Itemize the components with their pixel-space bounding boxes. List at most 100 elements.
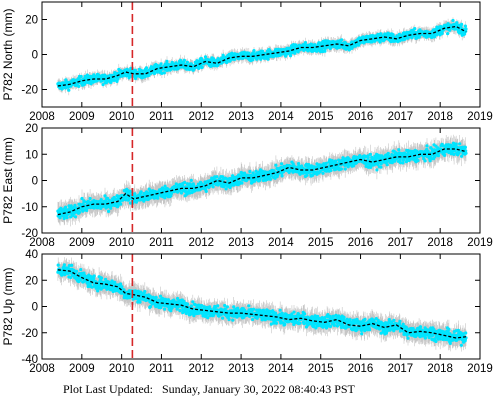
- data-point: [73, 215, 78, 219]
- data-point: [448, 28, 452, 32]
- data-point: [326, 324, 330, 328]
- data-point: [413, 27, 417, 31]
- data-point: [305, 173, 309, 177]
- data-point: [418, 325, 423, 329]
- data-point: [280, 162, 284, 166]
- x-tick-label: 2010: [109, 237, 135, 249]
- data-point: [136, 289, 140, 293]
- data-point: [274, 163, 278, 167]
- data-point: [98, 283, 102, 287]
- north-trend-line: [57, 25, 467, 87]
- data-point: [379, 165, 383, 169]
- data-point: [284, 54, 288, 58]
- data-point: [287, 170, 291, 175]
- data-point: [251, 58, 255, 62]
- data-point: [134, 76, 138, 81]
- data-point: [212, 313, 216, 317]
- data-point: [460, 154, 464, 158]
- data-point: [330, 159, 334, 163]
- data-point: [143, 289, 147, 294]
- data-point: [221, 316, 225, 320]
- data-point: [59, 207, 64, 211]
- x-tick-label: 2015: [308, 111, 334, 123]
- x-tick-label: 2016: [348, 363, 374, 375]
- data-point: [454, 142, 458, 146]
- north-ylabel: P782 North (mm): [1, 8, 15, 100]
- data-point: [279, 165, 283, 169]
- data-point: [90, 285, 94, 289]
- data-point: [206, 316, 210, 320]
- data-point: [321, 171, 325, 175]
- data-point: [434, 339, 438, 344]
- data-point: [324, 161, 328, 165]
- data-point: [80, 196, 84, 201]
- data-point: [406, 149, 410, 153]
- data-point: [58, 216, 62, 220]
- data-point: [103, 73, 107, 77]
- data-point: [423, 159, 427, 163]
- data-point: [247, 304, 251, 308]
- data-point: [436, 146, 440, 150]
- data-point: [211, 185, 215, 189]
- data-point: [339, 167, 343, 171]
- data-point: [302, 321, 306, 326]
- data-point: [96, 289, 100, 293]
- data-point: [303, 41, 307, 45]
- y-tick-label: -40: [21, 354, 38, 366]
- data-point: [99, 198, 103, 202]
- data-point: [456, 328, 460, 332]
- data-point: [77, 84, 81, 88]
- data-point: [347, 48, 351, 52]
- data-point: [186, 302, 190, 306]
- data-point: [232, 305, 236, 309]
- data-point: [247, 51, 251, 55]
- x-tick-label: 2013: [228, 111, 254, 123]
- data-point: [144, 190, 149, 194]
- data-point: [75, 269, 79, 273]
- data-point: [440, 31, 444, 35]
- data-point: [252, 307, 256, 311]
- data-point: [109, 206, 113, 210]
- data-point: [339, 317, 343, 321]
- y-tick-label: 20: [25, 123, 38, 135]
- y-tick-label: -20: [21, 85, 38, 97]
- data-point: [164, 298, 168, 302]
- data-point: [88, 196, 92, 201]
- y-tick-label: 20: [25, 15, 38, 27]
- y-tick-label: -20: [21, 328, 38, 340]
- data-point: [251, 171, 255, 175]
- data-point: [203, 55, 208, 59]
- up-plot-area: [56, 257, 468, 352]
- x-tick-label: 2019: [467, 237, 493, 249]
- data-point: [103, 194, 107, 198]
- x-tick-label: 2012: [188, 111, 214, 123]
- data-point: [386, 151, 390, 156]
- data-point: [385, 163, 389, 167]
- data-point: [355, 328, 359, 332]
- data-point: [138, 300, 142, 304]
- data-point: [79, 268, 83, 272]
- data-point: [335, 324, 339, 328]
- data-point: [288, 54, 293, 58]
- data-point: [128, 190, 132, 194]
- data-point: [333, 159, 338, 163]
- x-tick-label: 2018: [427, 111, 453, 123]
- data-point: [139, 190, 143, 194]
- data-point: [359, 328, 364, 332]
- data-point: [398, 319, 402, 323]
- data-point: [121, 74, 126, 78]
- x-tick-label: 2015: [308, 363, 334, 375]
- x-tick-label: 2014: [268, 111, 294, 123]
- footer-timestamp: Sunday, January 30, 2022 08:40:43 PST: [162, 382, 355, 396]
- data-point: [455, 21, 459, 25]
- data-point: [343, 167, 347, 171]
- data-point: [368, 152, 372, 156]
- data-point: [231, 174, 235, 178]
- data-point: [221, 60, 225, 64]
- y-tick-label: 10: [25, 149, 38, 161]
- data-point: [62, 216, 66, 221]
- data-point: [104, 277, 108, 281]
- data-point: [60, 86, 64, 90]
- data-point: [200, 304, 204, 308]
- data-point: [303, 312, 307, 316]
